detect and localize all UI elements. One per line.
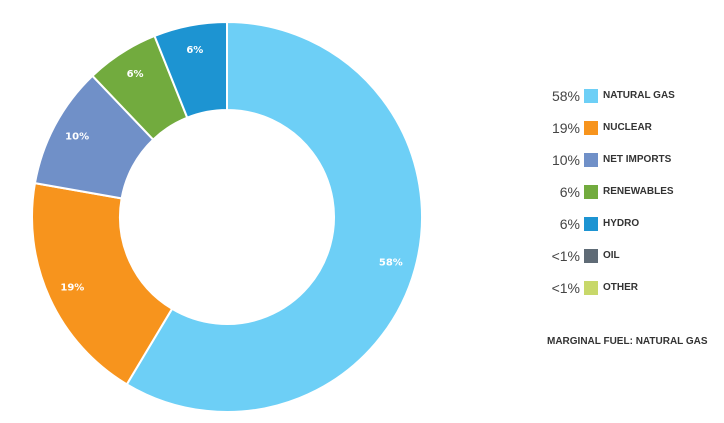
legend-label: HYDRO <box>603 218 640 229</box>
slice-label-renewables: 6% <box>127 69 144 80</box>
legend-swatch <box>584 121 598 135</box>
legend-percent: 6% <box>559 216 580 232</box>
legend-swatch <box>584 153 598 167</box>
donut-slice-labels: 58% 19% 10% 6% 6% <box>60 45 402 294</box>
legend-item-oil[interactable]: <1% OIL <box>530 246 720 266</box>
legend-item-renewables[interactable]: 6% RENEWABLES <box>530 182 720 202</box>
legend-label: NATURAL GAS <box>603 90 675 101</box>
legend-label: OTHER <box>603 282 638 293</box>
legend-item-other[interactable]: <1% OTHER <box>530 278 720 298</box>
legend-percent: 10% <box>551 152 580 168</box>
legend-percent: 58% <box>551 88 580 104</box>
donut-slices <box>31 20 423 413</box>
legend-percent: 19% <box>551 120 580 136</box>
slice-natural-gas[interactable] <box>125 20 423 413</box>
marginal-fuel-label: MARGINAL FUEL: NATURAL GAS <box>547 336 708 347</box>
legend-percent: 6% <box>559 184 580 200</box>
legend-percent: <1% <box>551 248 580 264</box>
legend-percent: <1% <box>551 280 580 296</box>
slice-label-net-imports: 10% <box>65 132 89 143</box>
legend-swatch <box>584 281 598 295</box>
legend-label: RENEWABLES <box>603 186 674 197</box>
slice-label-nuclear: 19% <box>60 283 84 294</box>
legend-swatch <box>584 89 598 103</box>
legend-item-hydro[interactable]: 6% HYDRO <box>530 214 720 234</box>
legend-label: NET IMPORTS <box>603 154 672 165</box>
legend-label: NUCLEAR <box>603 122 652 133</box>
legend-item-nuclear[interactable]: 19% NUCLEAR <box>530 118 720 138</box>
legend-item-natural-gas[interactable]: 58% NATURAL GAS <box>530 86 720 106</box>
fuel-mix-donut-chart: 58% 19% 10% 6% 6% <box>31 20 423 413</box>
slice-nuclear[interactable] <box>31 181 174 386</box>
legend-swatch <box>584 249 598 263</box>
slice-hydro[interactable] <box>153 20 228 119</box>
legend-label: OIL <box>603 250 620 261</box>
slice-label-hydro: 6% <box>186 45 203 56</box>
legend-swatch <box>584 185 598 199</box>
slice-label-natural-gas: 58% <box>379 257 403 268</box>
legend-item-net-imports[interactable]: 10% NET IMPORTS <box>530 150 720 170</box>
legend-swatch <box>584 217 598 231</box>
